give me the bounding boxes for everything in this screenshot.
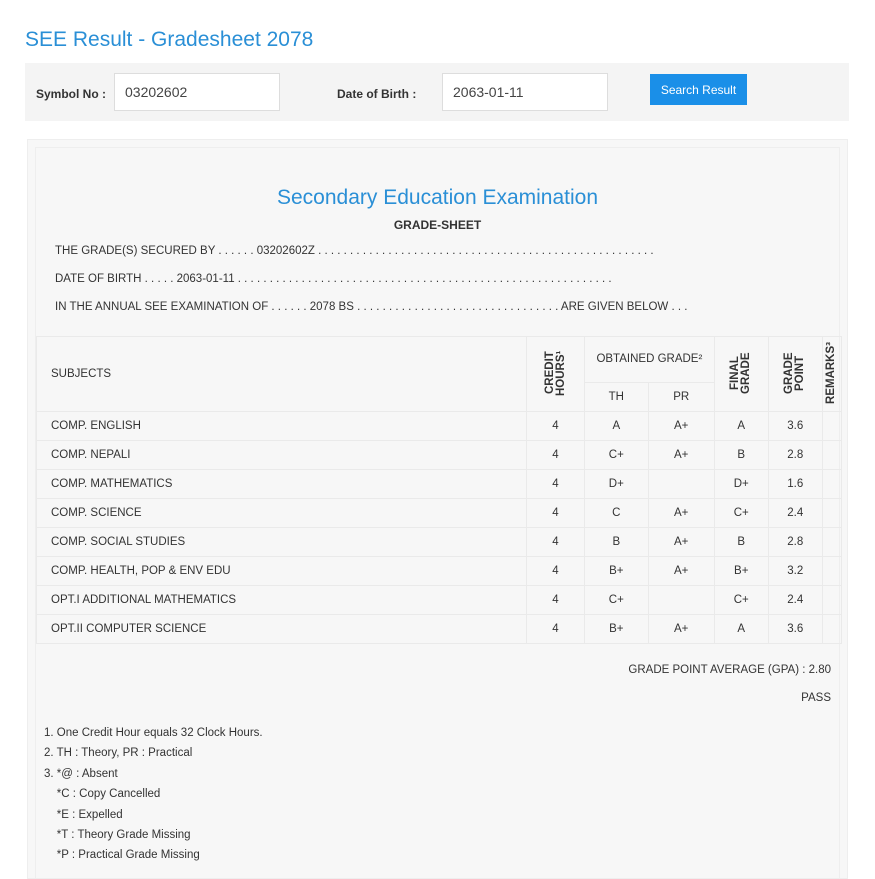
result-status: PASS [801,692,831,704]
note-item: 1. One Credit Hour equals 32 Clock Hours… [44,727,263,739]
cell-gp: 2.8 [767,440,823,470]
header-credit: CREDIT HOURS¹ [543,349,567,396]
header-pr: PR [647,382,715,412]
note-item: *T : Theory Grade Missing [44,829,191,842]
cell-gp: 3.6 [767,411,823,441]
cell-subject: COMP. HEALTH, POP & ENV EDU [36,556,527,586]
page-title: SEE Result - Gradesheet 2078 [25,28,314,51]
cell-subject: COMP. NEPALI [36,440,527,470]
cell-th: C [584,498,649,528]
cell-pr [647,585,715,615]
note-item: *E : Expelled [44,808,123,821]
header-remarks: REMARKS³ [825,341,838,404]
cell-pr: A+ [647,556,715,586]
cell-credit: 4 [526,614,585,644]
cell-remarks [821,469,843,499]
cell-remarks [821,585,843,615]
cell-subject: COMP. ENGLISH [36,411,527,441]
cell-th: B+ [584,556,649,586]
dob-line: DATE OF BIRTH . . . . . 2063-01-11 . . .… [55,273,612,285]
cell-credit: 4 [526,469,585,499]
cell-remarks [821,440,843,470]
note-item: *P : Practical Grade Missing [44,849,200,862]
header-th: TH [584,382,649,412]
cell-th: B+ [584,614,649,644]
cell-final: D+ [713,469,769,499]
search-result-button[interactable]: Search Result [650,74,747,105]
header-final: FINAL GRADE [729,351,753,394]
table-row: COMP. NEPALI 4 C+ A+ B 2.8 [36,440,843,470]
dob-label: Date of Birth : [337,87,417,101]
cell-gp: 3.6 [767,614,823,644]
cell-final: B [713,440,769,470]
cell-gp: 3.2 [767,556,823,586]
cell-subject: COMP. MATHEMATICS [36,469,527,499]
note-item: 2. TH : Theory, PR : Practical [44,747,193,760]
notes: 1. One Credit Hour equals 32 Clock Hours… [44,723,263,866]
cell-pr: A+ [647,498,715,528]
cell-pr [647,469,715,499]
cell-credit: 4 [526,527,585,557]
grades-table: SUBJECTS CREDIT HOURS¹ OBTAINED GRADE² F… [36,336,843,644]
search-form: Symbol No : 03202602 Date of Birth : 206… [25,63,849,121]
cell-pr: A+ [647,614,715,644]
cell-remarks [821,527,843,557]
cell-th: B [584,527,649,557]
cell-gp: 1.6 [767,469,823,499]
note-item: *C : Copy Cancelled [44,788,161,801]
exam-line: IN THE ANNUAL SEE EXAMINATION OF . . . .… [55,301,688,313]
cell-credit: 4 [526,585,585,615]
cell-remarks [821,411,843,441]
gradesheet-heading: GRADE-SHEET [393,218,482,232]
cell-gp: 2.8 [767,527,823,557]
table-row: OPT.II COMPUTER SCIENCE 4 B+ A+ A 3.6 [36,614,843,644]
table-row: COMP. MATHEMATICS 4 D+ D+ 1.6 [36,469,843,499]
cell-subject: OPT.I ADDITIONAL MATHEMATICS [36,585,527,615]
cell-pr: A+ [647,440,715,470]
header-subjects: SUBJECTS [36,336,527,412]
cell-final: A [713,614,769,644]
cell-th: C+ [584,585,649,615]
table-row: COMP. ENGLISH 4 A A+ A 3.6 [36,411,843,441]
cell-subject: OPT.II COMPUTER SCIENCE [36,614,527,644]
exam-title: Secondary Education Examination [276,186,599,209]
table-row: COMP. SOCIAL STUDIES 4 B A+ B 2.8 [36,527,843,557]
table-row: OPT.I ADDITIONAL MATHEMATICS 4 C+ C+ 2.4 [36,585,843,615]
cell-pr: A+ [647,411,715,441]
gradesheet-card: Secondary Education Examination GRADE-SH… [27,139,848,879]
cell-credit: 4 [526,411,585,441]
cell-th: D+ [584,469,649,499]
symbol-label: Symbol No : [36,87,107,101]
note-item: 3. *@ : Absent [44,767,118,780]
cell-credit: 4 [526,498,585,528]
header-gp: GRADE POINT [783,351,807,394]
header-obtained: OBTAINED GRADE² [584,336,715,383]
cell-final: B+ [713,556,769,586]
table-row: COMP. SCIENCE 4 C A+ C+ 2.4 [36,498,843,528]
cell-credit: 4 [526,556,585,586]
cell-remarks [821,614,843,644]
dob-input[interactable]: 2063-01-11 [442,73,608,111]
gpa: GRADE POINT AVERAGE (GPA) : 2.80 [628,664,831,676]
cell-th: C+ [584,440,649,470]
symbol-input[interactable]: 03202602 [114,73,280,111]
cell-final: C+ [713,498,769,528]
cell-credit: 4 [526,440,585,470]
cell-final: B [713,527,769,557]
table-row: COMP. HEALTH, POP & ENV EDU 4 B+ A+ B+ 3.2 [36,556,843,586]
secured-by-line: THE GRADE(S) SECURED BY . . . . . . 0320… [55,245,654,257]
cell-th: A [584,411,649,441]
cell-subject: COMP. SOCIAL STUDIES [36,527,527,557]
cell-pr: A+ [647,527,715,557]
cell-remarks [821,498,843,528]
cell-gp: 2.4 [767,498,823,528]
cell-remarks [821,556,843,586]
cell-final: A [713,411,769,441]
cell-gp: 2.4 [767,585,823,615]
cell-subject: COMP. SCIENCE [36,498,527,528]
cell-final: C+ [713,585,769,615]
